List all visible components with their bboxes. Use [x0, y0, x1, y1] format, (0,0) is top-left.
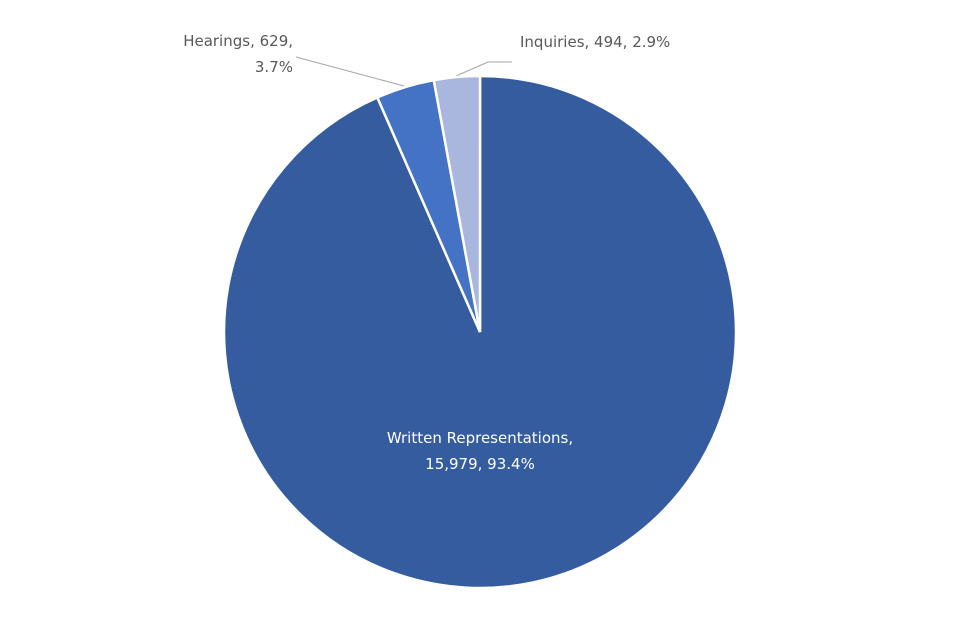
- data-label-line: 3.7%: [255, 58, 293, 76]
- data-label: Hearings, 629, 3.7%: [183, 32, 293, 76]
- data-label-line: 15,979, 93.4%: [425, 455, 535, 473]
- pie-slice: [432, 74, 482, 333]
- leader-line: [455, 61, 512, 77]
- data-label-line: Inquiries, 494, 2.9%: [520, 33, 670, 51]
- data-label-line: Hearings, 629,: [183, 32, 293, 50]
- data-label: Inquiries, 494, 2.9%: [520, 33, 670, 51]
- data-label: Written Representations, 15,979, 93.4%: [387, 429, 573, 473]
- leader-line: [295, 56, 405, 87]
- data-label-line: Written Representations,: [387, 429, 573, 447]
